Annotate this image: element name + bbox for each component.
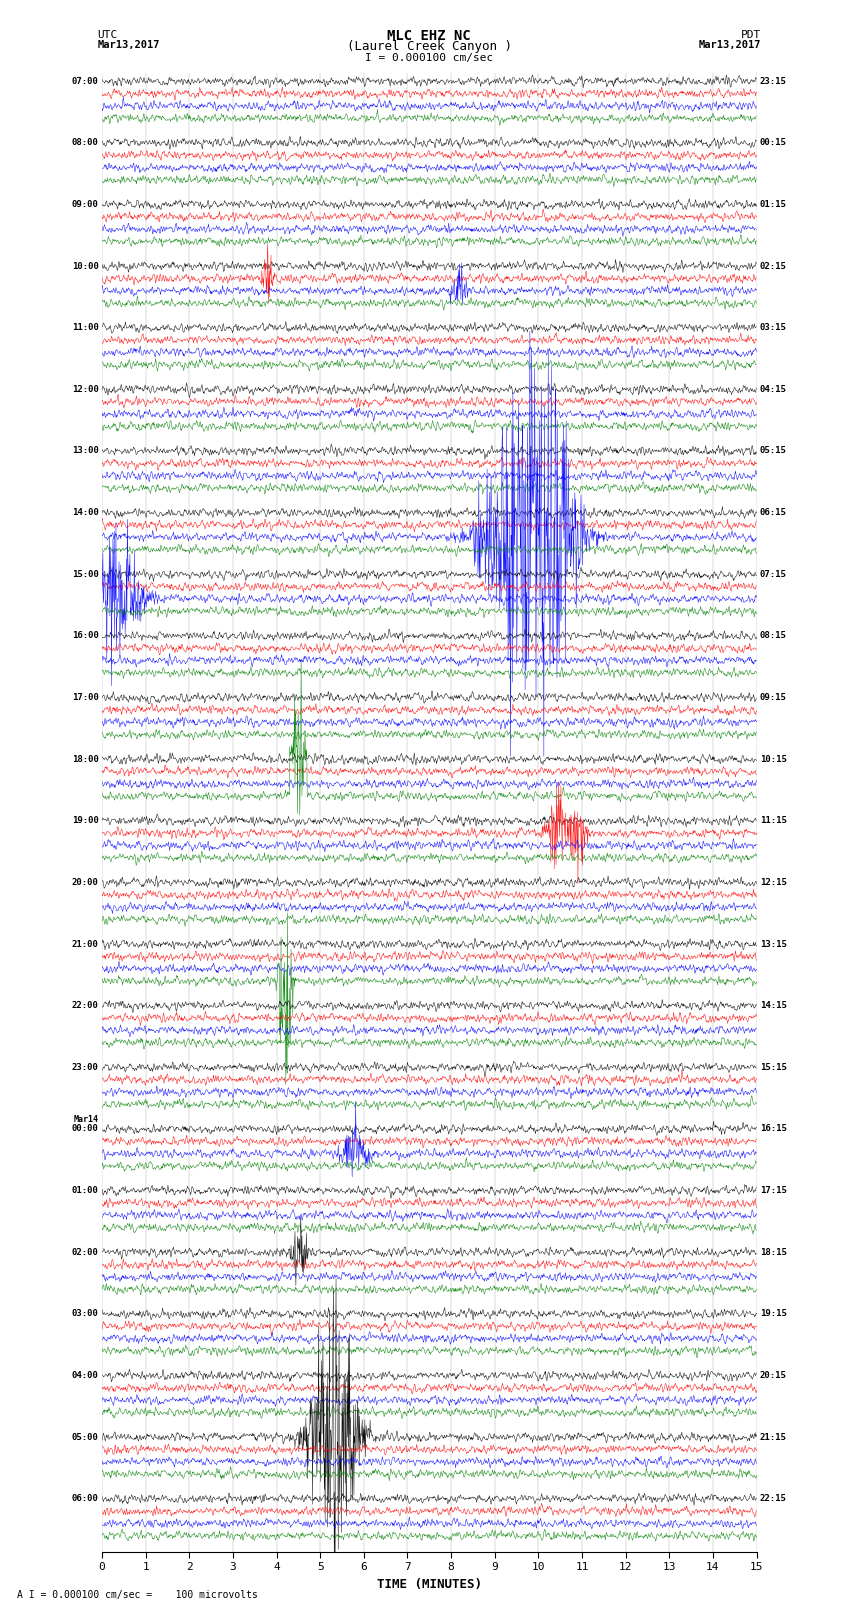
Text: 03:00: 03:00	[71, 1310, 99, 1318]
Text: PDT: PDT	[740, 31, 761, 40]
Text: 07:00: 07:00	[71, 77, 99, 85]
Text: 04:00: 04:00	[71, 1371, 99, 1381]
Text: 21:15: 21:15	[760, 1432, 787, 1442]
Text: 02:15: 02:15	[760, 261, 787, 271]
Text: Mar13,2017: Mar13,2017	[698, 40, 761, 50]
Text: 18:00: 18:00	[71, 755, 99, 763]
Text: 05:15: 05:15	[760, 447, 787, 455]
Text: 15:15: 15:15	[760, 1063, 787, 1071]
Text: 10:00: 10:00	[71, 261, 99, 271]
Text: 16:00: 16:00	[71, 631, 99, 640]
Text: 06:15: 06:15	[760, 508, 787, 518]
Text: 01:15: 01:15	[760, 200, 787, 210]
Text: 12:15: 12:15	[760, 877, 787, 887]
Text: 09:15: 09:15	[760, 694, 787, 702]
Text: 12:00: 12:00	[71, 386, 99, 394]
Text: 00:15: 00:15	[760, 139, 787, 147]
Text: 13:15: 13:15	[760, 939, 787, 948]
Text: 15:00: 15:00	[71, 569, 99, 579]
Text: 23:15: 23:15	[760, 77, 787, 85]
Text: 02:00: 02:00	[71, 1248, 99, 1257]
Text: Mar13,2017: Mar13,2017	[98, 40, 161, 50]
Text: 11:15: 11:15	[760, 816, 787, 826]
Text: 20:00: 20:00	[71, 877, 99, 887]
Text: 17:15: 17:15	[760, 1186, 787, 1195]
Text: 14:00: 14:00	[71, 508, 99, 518]
Text: 16:15: 16:15	[760, 1124, 787, 1134]
Text: 22:15: 22:15	[760, 1494, 787, 1503]
Text: 21:00: 21:00	[71, 939, 99, 948]
Text: 01:00: 01:00	[71, 1186, 99, 1195]
Text: 08:15: 08:15	[760, 631, 787, 640]
Text: 11:00: 11:00	[71, 323, 99, 332]
Text: 20:15: 20:15	[760, 1371, 787, 1381]
Text: 08:00: 08:00	[71, 139, 99, 147]
X-axis label: TIME (MINUTES): TIME (MINUTES)	[377, 1578, 482, 1590]
Text: UTC: UTC	[98, 31, 118, 40]
Text: 23:00: 23:00	[71, 1063, 99, 1071]
Text: 05:00: 05:00	[71, 1432, 99, 1442]
Text: 00:00: 00:00	[71, 1124, 99, 1134]
Text: 14:15: 14:15	[760, 1002, 787, 1010]
Text: A I = 0.000100 cm/sec =    100 microvolts: A I = 0.000100 cm/sec = 100 microvolts	[17, 1590, 258, 1600]
Text: 19:00: 19:00	[71, 816, 99, 826]
Text: 06:00: 06:00	[71, 1494, 99, 1503]
Text: 17:00: 17:00	[71, 694, 99, 702]
Text: 19:15: 19:15	[760, 1310, 787, 1318]
Text: MLC EHZ NC: MLC EHZ NC	[388, 29, 471, 44]
Text: 13:00: 13:00	[71, 447, 99, 455]
Text: 04:15: 04:15	[760, 386, 787, 394]
Text: 03:15: 03:15	[760, 323, 787, 332]
Text: 10:15: 10:15	[760, 755, 787, 763]
Text: Mar14: Mar14	[73, 1115, 99, 1124]
Text: 18:15: 18:15	[760, 1248, 787, 1257]
Text: I = 0.000100 cm/sec: I = 0.000100 cm/sec	[366, 53, 493, 63]
Text: 07:15: 07:15	[760, 569, 787, 579]
Text: 09:00: 09:00	[71, 200, 99, 210]
Text: (Laurel Creek Canyon ): (Laurel Creek Canyon )	[347, 40, 512, 53]
Text: 22:00: 22:00	[71, 1002, 99, 1010]
